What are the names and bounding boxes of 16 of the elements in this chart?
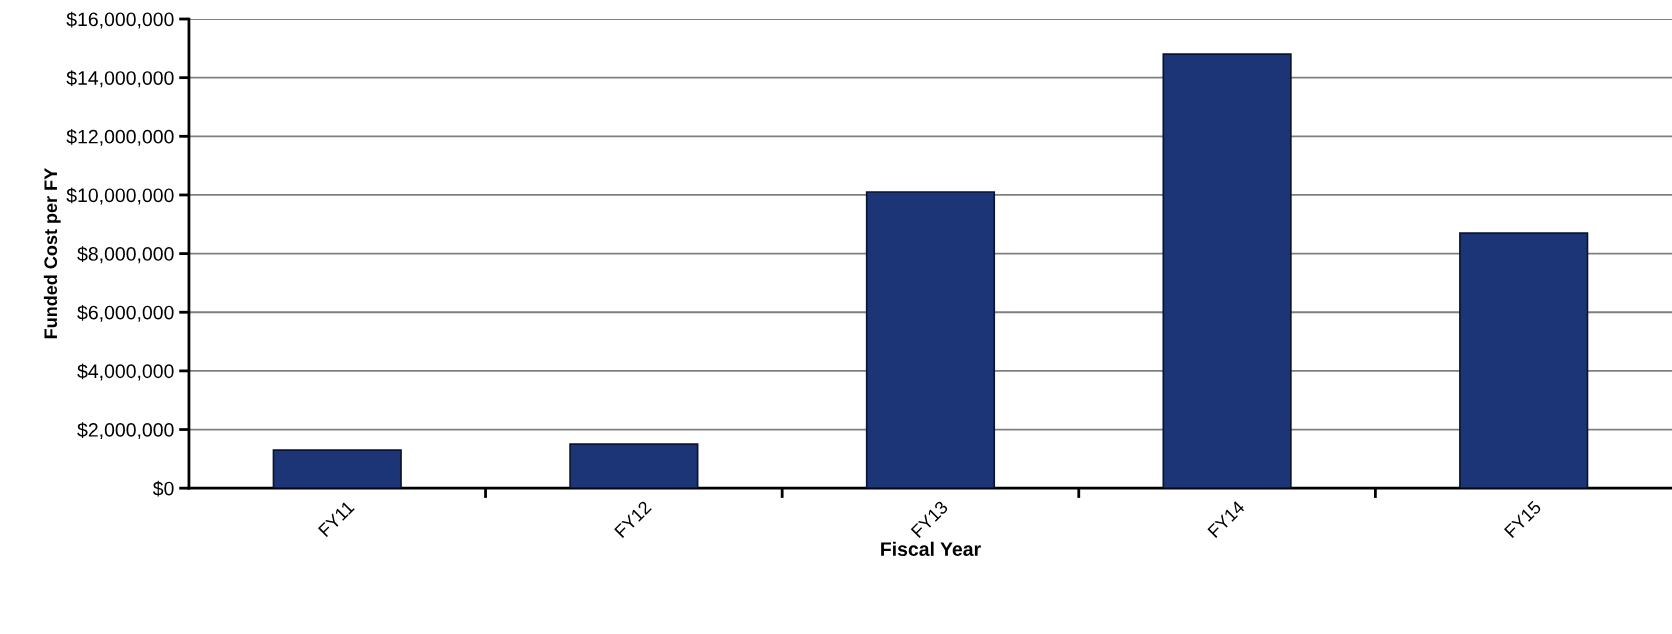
bar [1459,232,1589,489]
y-tick-label: $14,000,000 [66,70,174,88]
y-tick-label: $4,000,000 [77,363,174,381]
y-tick-label: $12,000,000 [66,128,174,146]
y-axis-title: Funded Cost per FY [43,168,61,339]
bar [569,443,699,489]
y-tick-label: $16,000,000 [66,11,174,29]
y-tick-label: $10,000,000 [66,187,174,205]
bar [865,191,996,489]
x-axis-title: Fiscal Year [881,541,981,556]
y-tick-label: $2,000,000 [77,422,174,440]
y-tick-label: $6,000,000 [77,304,174,322]
y-tick-label: $8,000,000 [77,246,174,264]
y-tick-label: $0 [152,480,174,497]
bar [272,449,402,489]
bar [1162,53,1292,489]
